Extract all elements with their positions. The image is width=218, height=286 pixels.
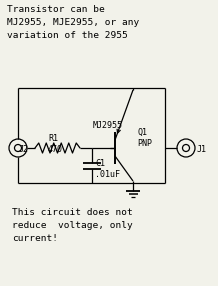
Text: Q1
PNP: Q1 PNP	[137, 128, 152, 148]
Text: J2: J2	[19, 146, 29, 154]
Text: J1: J1	[197, 146, 207, 154]
Text: Transistor can be
MJ2955, MJE2955, or any
variation of the 2955: Transistor can be MJ2955, MJE2955, or an…	[7, 5, 139, 40]
Text: MJ2955: MJ2955	[93, 121, 123, 130]
Text: This circuit does not
reduce  voltage, only
current!: This circuit does not reduce voltage, on…	[12, 208, 133, 243]
Text: R1
470: R1 470	[48, 134, 63, 154]
Text: C1
.01uF: C1 .01uF	[95, 159, 120, 179]
